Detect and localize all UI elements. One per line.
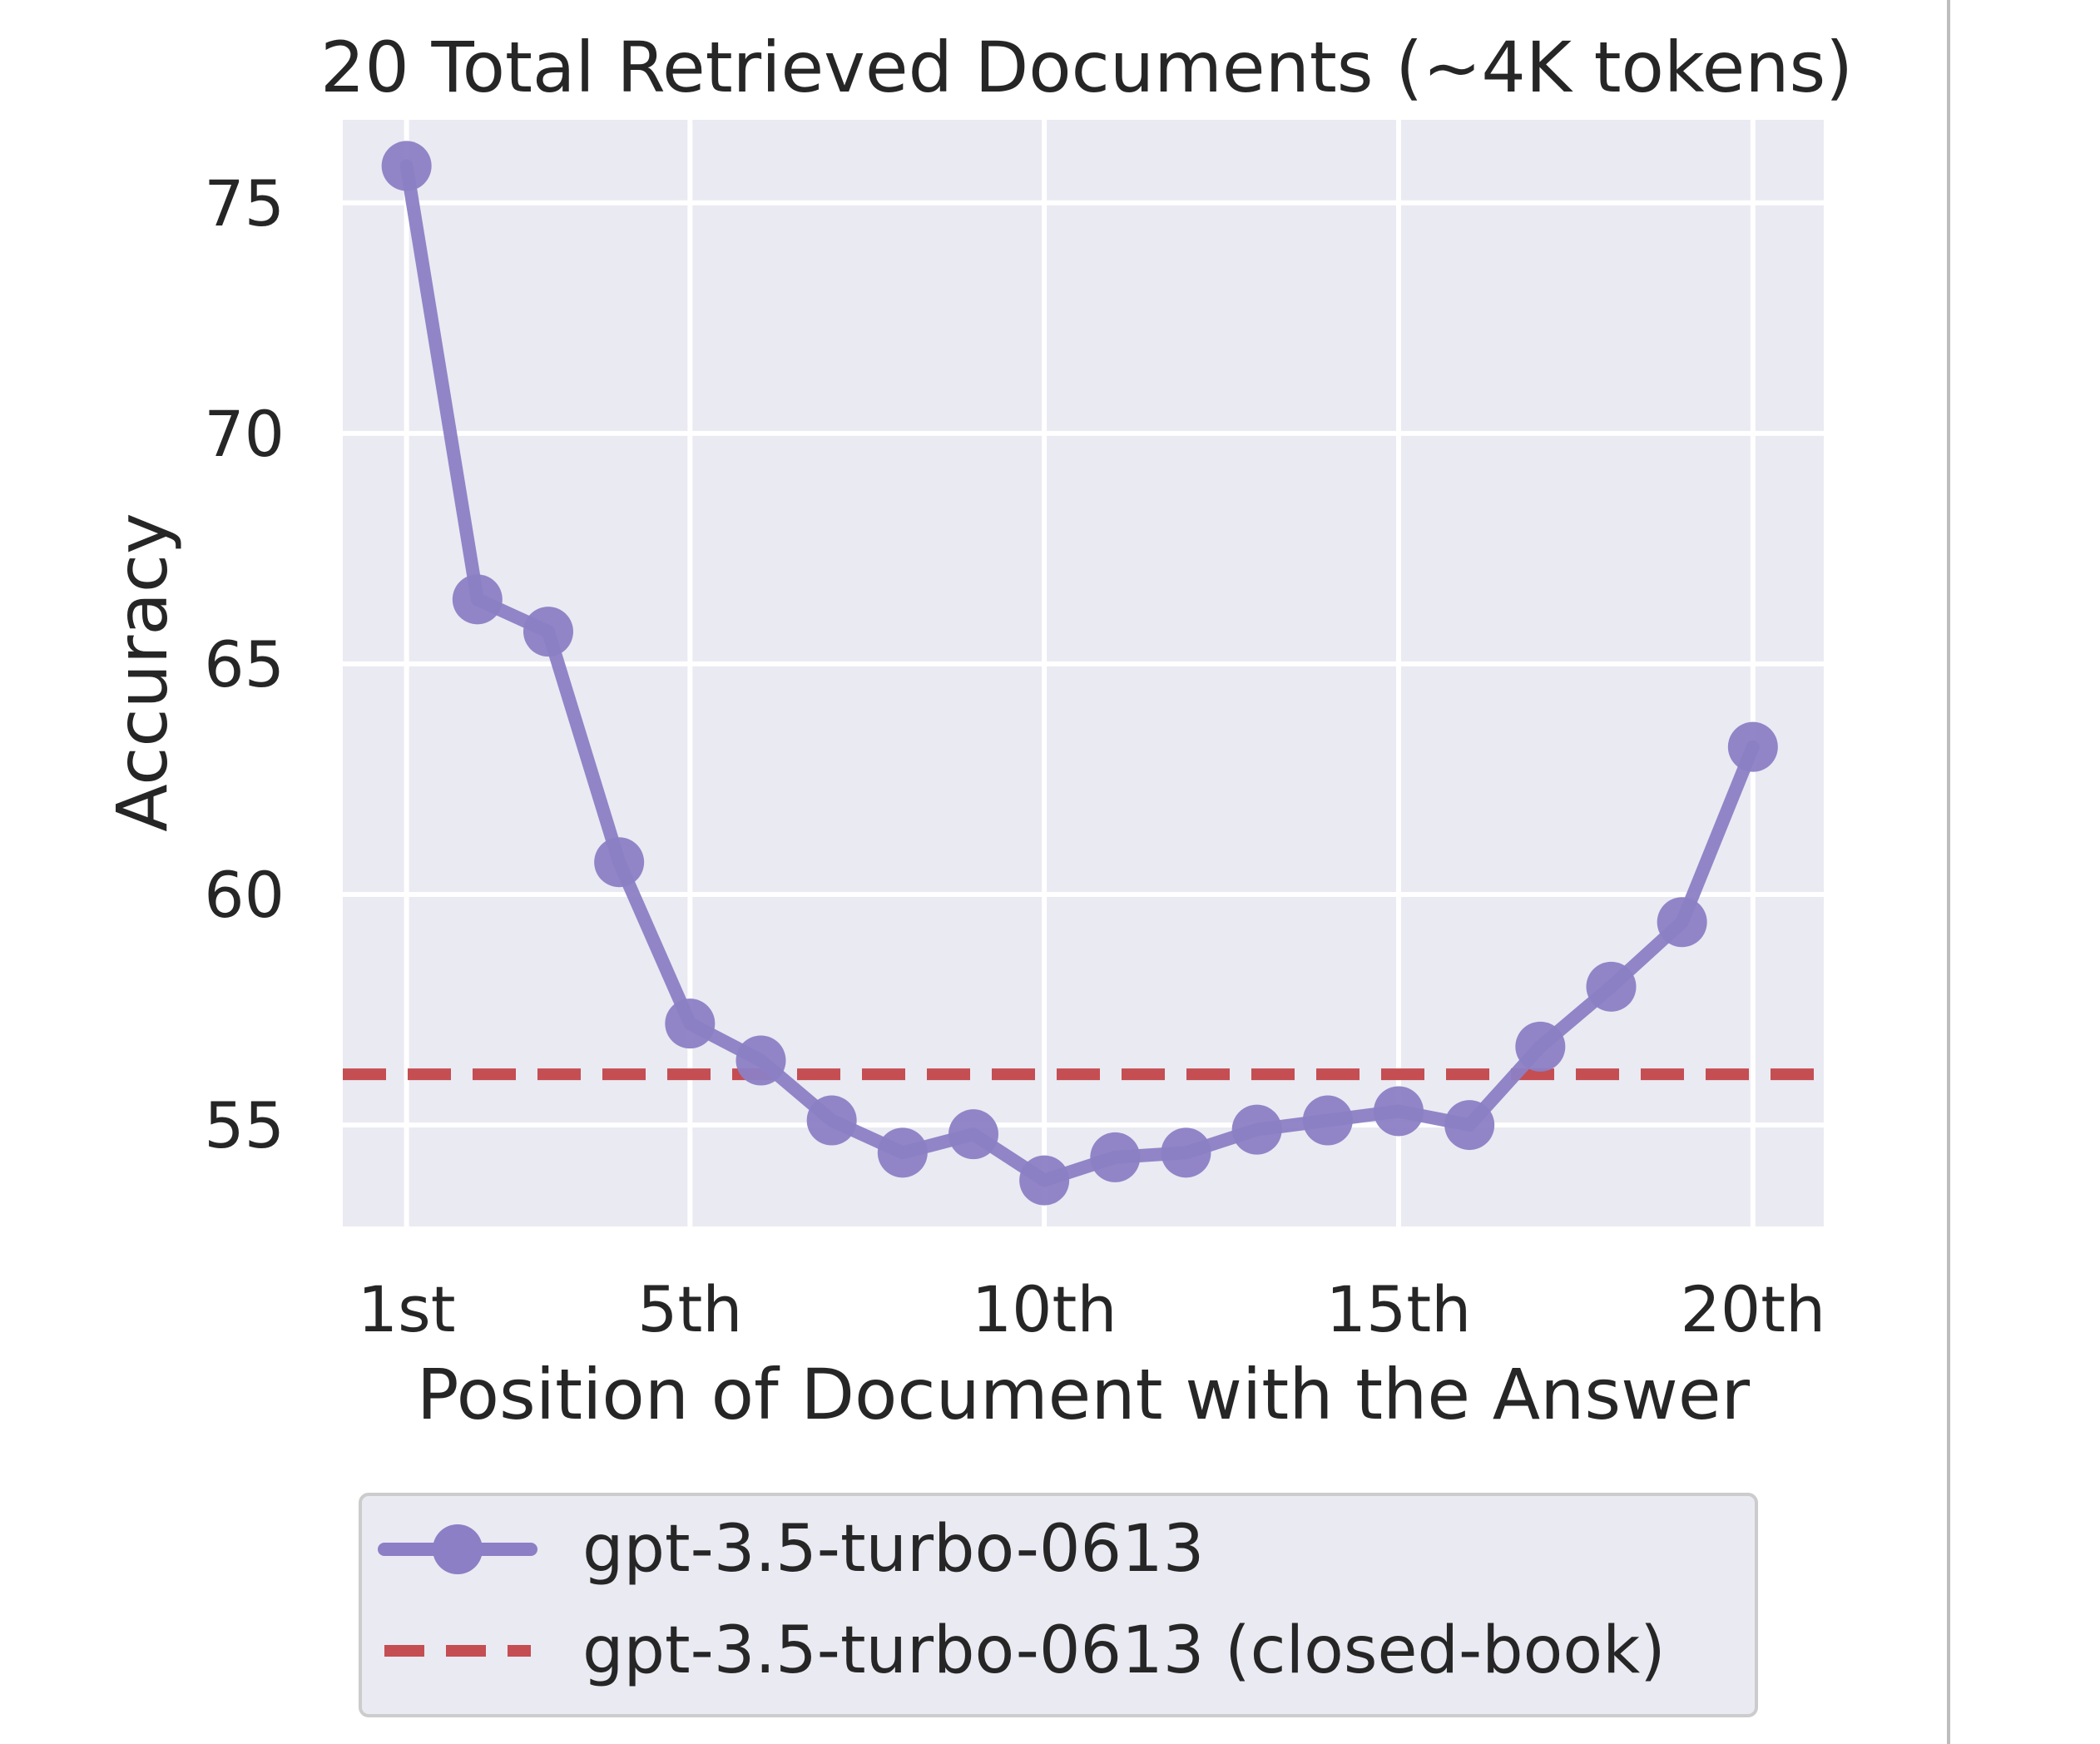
- data-point: [1373, 1086, 1424, 1137]
- x-tick-label: 5th: [637, 1272, 742, 1346]
- x-tick-label: 15th: [1326, 1272, 1472, 1346]
- y-axis-label: Accuracy: [102, 513, 183, 832]
- data-point: [806, 1095, 857, 1146]
- data-point: [1586, 961, 1637, 1012]
- legend-box: [359, 1493, 1758, 1717]
- y-tick-label: 75: [204, 166, 285, 240]
- x-axis-label: Position of Document with the Answer: [417, 1354, 1751, 1435]
- data-point: [1302, 1095, 1353, 1146]
- legend-label-closed-book: gpt-3.5-turbo-0613 (closed-book): [582, 1613, 1666, 1688]
- data-point: [665, 998, 716, 1049]
- chart-title: 20 Total Retrieved Documents (~4K tokens…: [320, 27, 1853, 108]
- legend-label-gpt: gpt-3.5-turbo-0613: [582, 1512, 1204, 1587]
- data-point: [1515, 1021, 1566, 1072]
- y-tick-label: 70: [204, 397, 285, 471]
- legend-swatch-marker: [433, 1524, 483, 1574]
- x-tick-label: 1st: [358, 1272, 456, 1346]
- y-tick-label: 55: [204, 1088, 285, 1162]
- data-point: [1090, 1132, 1141, 1182]
- gpt-series: [381, 141, 1778, 1206]
- data-point: [1657, 897, 1707, 948]
- plot-area: [343, 120, 1824, 1226]
- data-point: [1231, 1104, 1282, 1155]
- legend: gpt-3.5-turbo-0613 gpt-3.5-turbo-0613 (c…: [359, 1493, 1758, 1717]
- data-point: [1727, 721, 1778, 772]
- data-point: [381, 141, 432, 191]
- data-point: [877, 1127, 928, 1178]
- x-tick-label: 10th: [972, 1272, 1117, 1346]
- data-point: [1019, 1155, 1070, 1206]
- right-border-line: [1947, 0, 1950, 1744]
- x-tick-label: 20th: [1680, 1272, 1825, 1346]
- y-tick-labels: 55 60 65 70 75: [204, 166, 285, 1162]
- x-tick-labels: 1st 5th 10th 15th 20th: [358, 1272, 1825, 1346]
- data-point: [1444, 1100, 1495, 1151]
- data-point: [1161, 1127, 1211, 1178]
- y-tick-label: 60: [204, 858, 285, 932]
- data-point: [948, 1109, 998, 1160]
- data-point: [594, 837, 645, 888]
- y-gridlines: [343, 200, 1824, 1128]
- data-point: [523, 607, 573, 657]
- data-point: [735, 1035, 786, 1086]
- y-tick-label: 65: [204, 627, 285, 701]
- data-point: [452, 574, 503, 625]
